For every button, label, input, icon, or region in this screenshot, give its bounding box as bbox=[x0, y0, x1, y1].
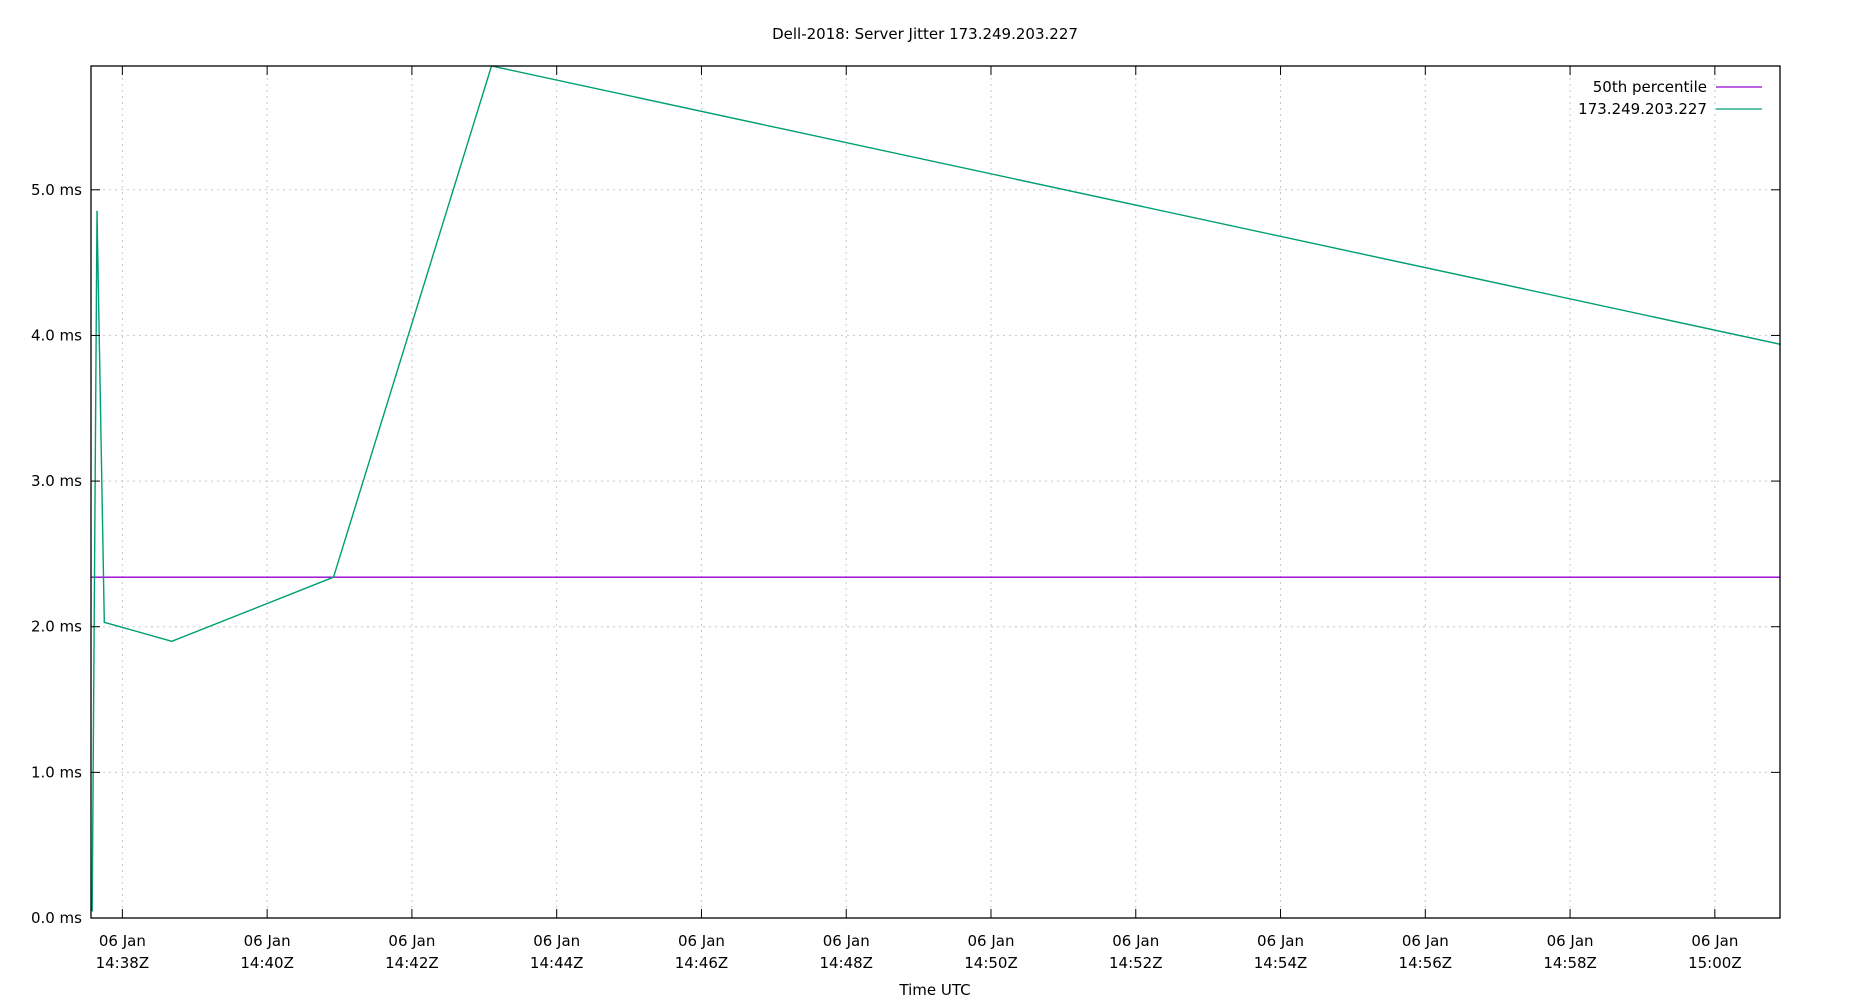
series-layer bbox=[91, 65, 1781, 912]
x-tick-time-label: 14:40Z bbox=[240, 954, 294, 972]
chart-title: Dell-2018: Server Jitter 173.249.203.227 bbox=[772, 25, 1078, 43]
x-tick-date-label: 06 Jan bbox=[1112, 932, 1159, 950]
x-tick-date-label: 06 Jan bbox=[533, 932, 580, 950]
x-tick-date-label: 06 Jan bbox=[244, 932, 291, 950]
grid bbox=[91, 66, 1780, 918]
x-tick-time-label: 14:58Z bbox=[1543, 954, 1597, 972]
y-tick-label: 0.0 ms bbox=[31, 909, 82, 927]
legend-label: 50th percentile bbox=[1593, 78, 1707, 96]
x-tick-time-label: 14:56Z bbox=[1399, 954, 1453, 972]
data-point bbox=[332, 576, 335, 578]
x-tick-time-label: 14:48Z bbox=[819, 954, 873, 972]
y-tick-label: 5.0 ms bbox=[31, 181, 82, 199]
y-tick-label: 1.0 ms bbox=[31, 763, 82, 781]
x-tick-date-label: 06 Jan bbox=[1547, 932, 1594, 950]
data-point bbox=[96, 210, 98, 213]
y-tick-label: 4.0 ms bbox=[31, 326, 82, 344]
x-tick-time-label: 14:52Z bbox=[1109, 954, 1163, 972]
x-tick-time-label: 14:38Z bbox=[96, 954, 150, 972]
ticks: 0.0 ms 1.0 ms 2.0 ms 3.0 ms 4.0 ms 5.0 ms 06 J… bbox=[31, 66, 1780, 972]
x-tick-date-label: 06 Jan bbox=[968, 932, 1015, 950]
x-tick-date-label: 06 Jan bbox=[1257, 932, 1304, 950]
jitter-line bbox=[91, 65, 1781, 911]
data-point bbox=[103, 621, 106, 624]
x-tick-date-label: 06 Jan bbox=[1402, 932, 1449, 950]
x-tick-date-label: 06 Jan bbox=[678, 932, 725, 950]
x-tick-date-label: 06 Jan bbox=[1691, 932, 1738, 950]
x-tick-date-label: 06 Jan bbox=[823, 932, 870, 950]
x-tick-time-label: 14:46Z bbox=[675, 954, 729, 972]
legend-label: 173.249.203.227 bbox=[1578, 100, 1707, 118]
data-point bbox=[91, 909, 94, 912]
plot-border bbox=[90, 65, 1781, 919]
y-tick-label: 3.0 ms bbox=[31, 472, 82, 490]
x-axis-label: Time UTC bbox=[898, 981, 970, 999]
data-point bbox=[171, 640, 173, 643]
x-tick-time-label: 14:50Z bbox=[964, 954, 1018, 972]
x-tick-time-label: 15:00Z bbox=[1688, 954, 1742, 972]
x-tick-date-label: 06 Jan bbox=[99, 932, 146, 950]
x-tick-time-label: 14:54Z bbox=[1254, 954, 1308, 972]
y-tick-label: 2.0 ms bbox=[31, 618, 82, 636]
x-tick-time-label: 14:44Z bbox=[530, 954, 584, 972]
x-tick-time-label: 14:42Z bbox=[385, 954, 439, 972]
legend: 50th percentile 173.249.203.227 bbox=[1578, 78, 1762, 118]
x-tick-date-label: 06 Jan bbox=[388, 932, 435, 950]
